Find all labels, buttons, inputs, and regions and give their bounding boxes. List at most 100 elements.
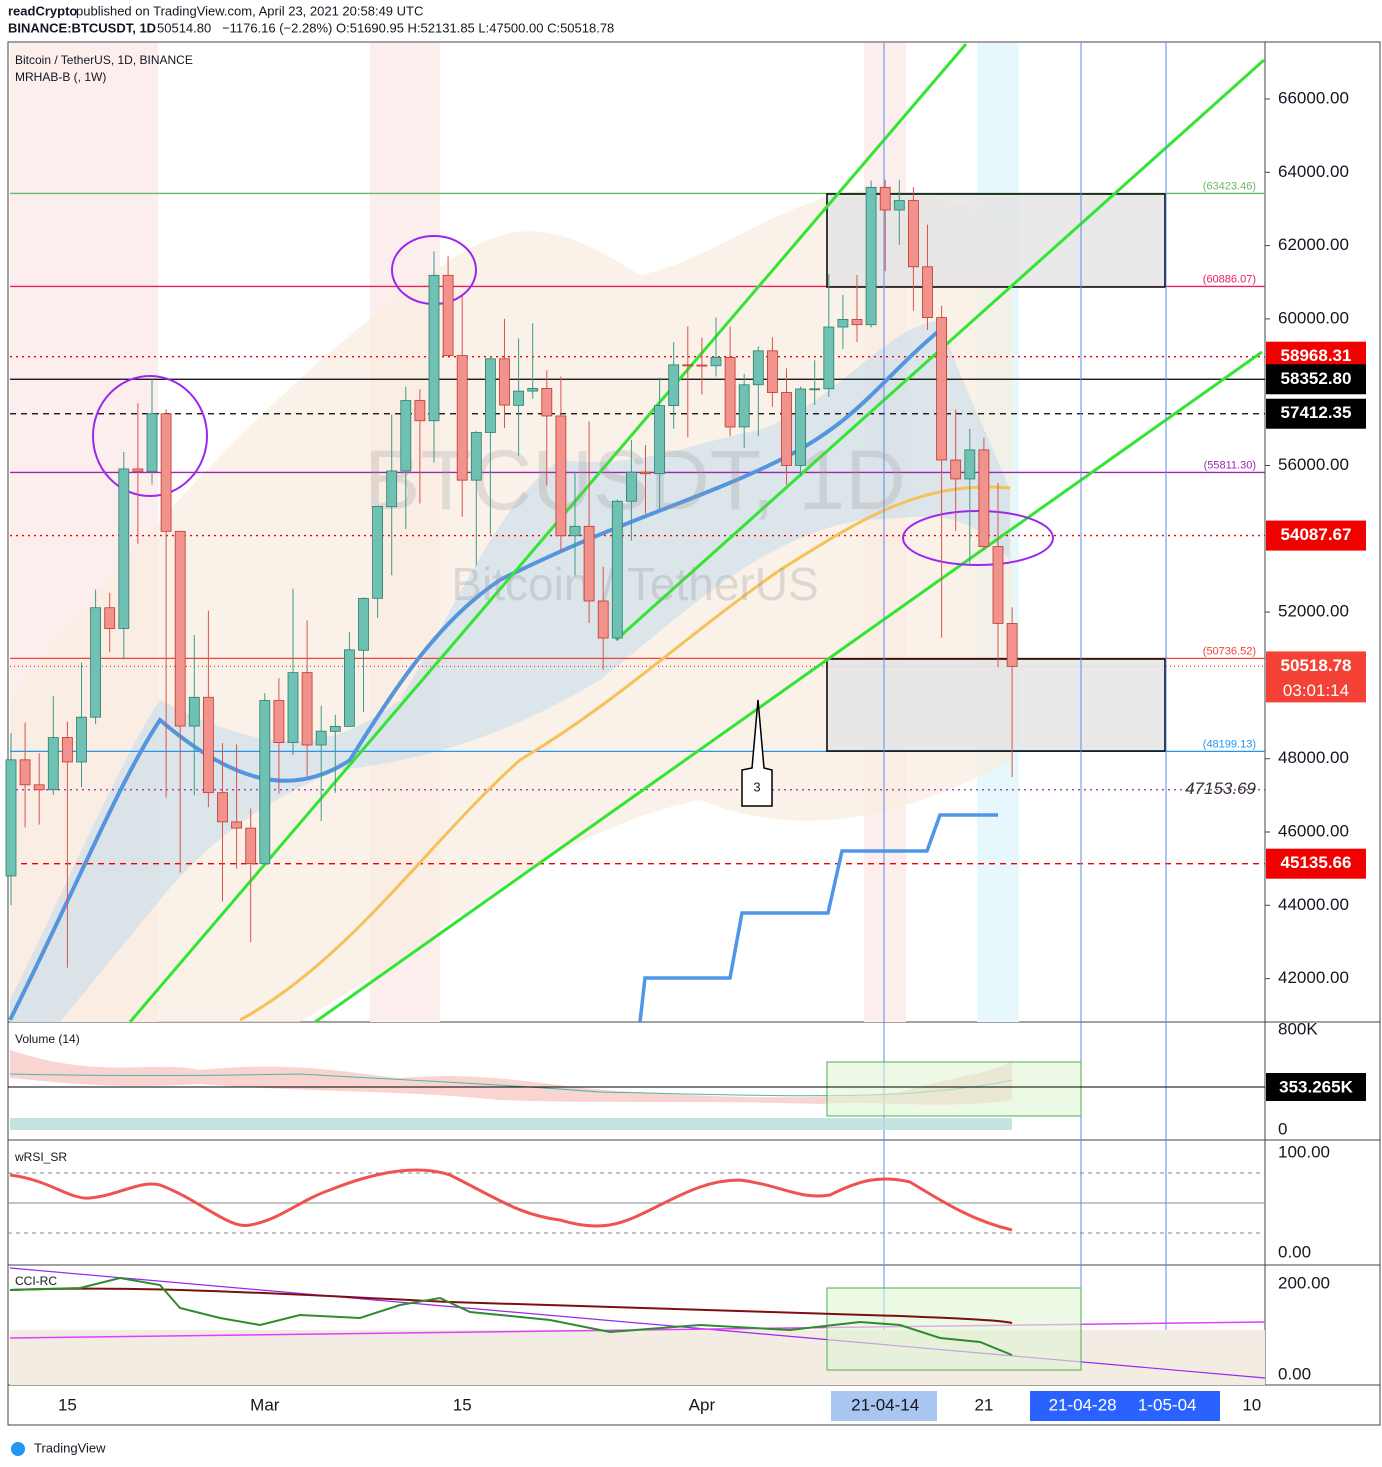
level-label: (48199.13) — [1203, 738, 1256, 750]
y-tick-label: 60000.00 — [1278, 308, 1349, 327]
candle-body — [978, 449, 990, 548]
axis-label: 800K — [1278, 1019, 1318, 1038]
candle-body — [287, 672, 299, 743]
candle-body — [823, 326, 835, 390]
candle-body — [682, 364, 694, 367]
candle-body — [414, 400, 426, 422]
candle-body — [217, 792, 228, 823]
x-tick-label: Apr — [689, 1395, 716, 1414]
y-tick-label: 48000.00 — [1278, 748, 1349, 767]
candle-body — [752, 350, 764, 386]
candle-body — [724, 356, 736, 428]
step-line — [638, 813, 998, 1023]
level-label: (60886.07) — [1203, 273, 1256, 285]
candle-body — [738, 384, 750, 428]
candle-body — [132, 468, 144, 472]
countdown-box — [1266, 680, 1366, 703]
x-tick-label: 15 — [453, 1395, 472, 1414]
level-box — [1266, 398, 1366, 429]
axis-label: 200.00 — [1278, 1273, 1330, 1292]
candle-body — [611, 500, 623, 639]
cci-ma — [9, 1287, 1013, 1324]
candle-body — [879, 186, 891, 211]
candle-body — [569, 525, 581, 537]
x-tick-label: 21 — [974, 1395, 993, 1414]
candle-body — [104, 607, 116, 629]
axis-label: 0 — [1278, 1119, 1287, 1138]
candle-body — [442, 274, 454, 356]
candle-body — [470, 432, 482, 481]
level-label: 58352.80 — [1281, 369, 1352, 388]
pane-title: CCI-RC — [15, 1274, 57, 1288]
level-box — [1266, 651, 1366, 682]
candle-body — [668, 364, 680, 406]
value-box — [1266, 1073, 1366, 1101]
axis-label: 100.00 — [1278, 1142, 1330, 1161]
zone-box — [826, 1287, 1082, 1371]
candle-body — [626, 471, 637, 502]
candle-body — [541, 388, 553, 417]
candle-body — [781, 392, 792, 466]
level-label: (50736.52) — [1203, 645, 1256, 657]
level-label: 58968.31 — [1281, 346, 1352, 365]
zone-box — [826, 658, 1166, 752]
x-tick-label: Mar — [250, 1395, 280, 1414]
candle-body — [273, 700, 285, 743]
candle-body — [47, 737, 59, 791]
candle-body — [428, 274, 440, 422]
candle-body — [329, 725, 341, 732]
x-tick-label: 1-05-04 — [1138, 1395, 1197, 1414]
candle-body — [1006, 623, 1018, 667]
level-box — [1266, 520, 1366, 551]
candle-body — [964, 449, 976, 480]
candle-body — [795, 388, 806, 466]
candle-body — [315, 730, 327, 746]
candle-body — [837, 319, 849, 328]
volume-bars — [10, 1118, 1012, 1130]
candle-body — [767, 350, 778, 393]
author: readCrypto — [8, 3, 77, 18]
candle-body — [908, 200, 919, 268]
cci-line — [9, 1276, 1013, 1356]
date-highlight — [1030, 1391, 1220, 1421]
callout-text: 3 — [753, 779, 760, 794]
y-tick-label: 52000.00 — [1278, 602, 1349, 621]
y-tick-label: 62000.00 — [1278, 235, 1349, 254]
logo — [11, 1442, 25, 1456]
zone-box — [826, 193, 1166, 288]
candle-body — [583, 525, 595, 602]
published: published on TradingView.com, April 23, … — [76, 3, 423, 18]
trend-line — [314, 350, 1263, 1024]
level-label: 57412.35 — [1281, 403, 1352, 422]
candle-body — [922, 266, 933, 319]
candle-body — [174, 530, 186, 727]
date-highlight — [831, 1391, 937, 1421]
candle-body — [992, 546, 1004, 624]
x-tick-label: 21-04-28 — [1049, 1395, 1117, 1414]
value-label: 353.265K — [1279, 1077, 1353, 1096]
candle-body — [259, 700, 271, 865]
level-label: 47153.69 — [1185, 779, 1256, 798]
circle — [92, 375, 208, 497]
y-tick-label: 66000.00 — [1278, 88, 1349, 107]
candle-body — [62, 737, 73, 763]
candle-body — [245, 827, 257, 865]
candle-body — [865, 186, 877, 326]
candle-body — [555, 415, 567, 537]
level-label: 50518.78 — [1281, 656, 1352, 675]
candle-body — [710, 356, 722, 367]
y-tick-label: 42000.00 — [1278, 968, 1349, 987]
candle-body — [809, 388, 821, 391]
level-label: (55811.30) — [1204, 459, 1256, 471]
candle-body — [19, 759, 31, 786]
x-tick-label: 10 — [1242, 1395, 1261, 1414]
last: 50514.80 — [157, 20, 211, 35]
level-label: 45135.66 — [1281, 853, 1352, 872]
callout — [741, 699, 773, 807]
candle-body — [372, 505, 384, 599]
candle-body — [950, 459, 962, 480]
x-tick-label: 21-04-14 — [851, 1395, 919, 1414]
candle-body — [76, 716, 87, 763]
